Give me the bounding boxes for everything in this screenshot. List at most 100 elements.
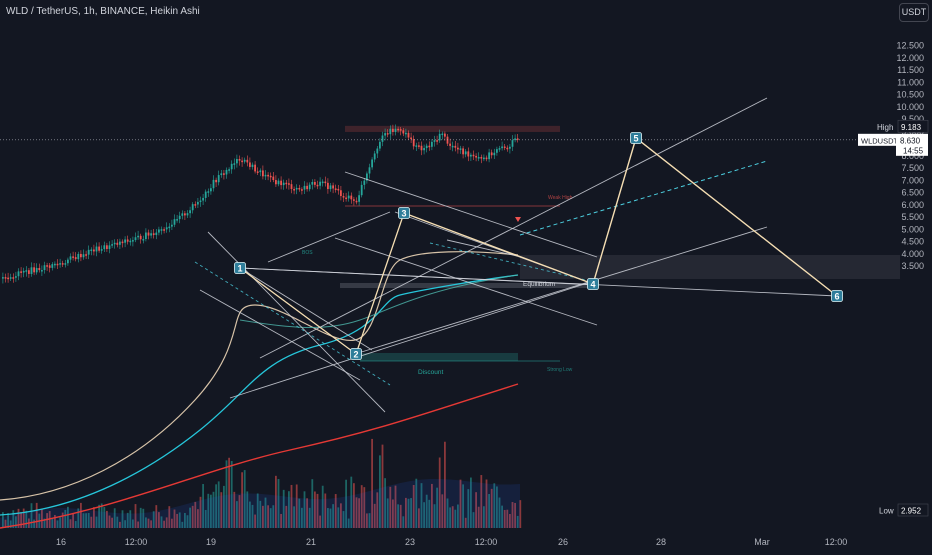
volume-bar [366, 513, 368, 528]
volume-bar [345, 479, 347, 528]
volume-bar [215, 484, 217, 528]
volume-bar [150, 520, 152, 528]
volume-bar [483, 506, 485, 528]
candle-body [236, 158, 238, 164]
candle-body [368, 167, 371, 174]
volume-bar [15, 516, 17, 528]
volume-bar [501, 505, 503, 528]
volume-bar [251, 504, 254, 528]
volume-bar [2, 512, 4, 528]
time-tick-label: 16 [56, 537, 66, 547]
candle-body [316, 184, 319, 187]
price-tick-label: 3.500 [901, 261, 924, 271]
volume-bar [420, 483, 423, 528]
wave-path-projected [403, 136, 838, 297]
candle-body [412, 138, 415, 147]
volume-bar [472, 512, 475, 528]
volume-bar [145, 517, 147, 528]
volume-bar [503, 509, 506, 528]
volume-bar [353, 483, 355, 528]
volume-bar [301, 507, 303, 528]
candle-body [228, 169, 230, 171]
equilibrium-zone [340, 283, 590, 288]
volume-bar [173, 509, 176, 528]
candle-body [54, 263, 56, 266]
candle-body [186, 213, 189, 216]
volume-bar [74, 521, 77, 528]
candle-body [293, 188, 295, 191]
volume-bar [210, 494, 212, 528]
price-tick-label: 9.500 [901, 114, 924, 124]
candle-body [93, 249, 95, 252]
volume-bar [363, 487, 366, 528]
ma-mid-line [0, 274, 519, 516]
time-tick-label: Mar [754, 537, 770, 547]
volume-bar [178, 512, 181, 528]
wave-point-label: 4 [590, 280, 595, 290]
candle-body [2, 277, 4, 279]
candle-body [329, 185, 332, 190]
trend-line [229, 279, 598, 399]
candle-body [459, 148, 462, 150]
volume-bar [470, 477, 472, 528]
high-value-box [897, 119, 929, 133]
volume-bar [397, 504, 399, 528]
volume-bar [249, 501, 251, 528]
time-tick-label: 12:00 [475, 537, 498, 547]
volume-bar [158, 512, 160, 528]
volume-bar [54, 514, 56, 528]
volume-ma-area [0, 478, 520, 528]
candle-body [204, 191, 207, 198]
candle-body [353, 199, 355, 201]
candle-body [503, 146, 506, 149]
candle-body [373, 153, 376, 160]
volume-bar [90, 516, 93, 528]
candle-body [441, 133, 444, 136]
candle-body [199, 200, 202, 203]
high-value: 9.183 [901, 123, 922, 132]
volume-bar [329, 508, 332, 528]
candle-body [342, 196, 345, 198]
candle-body [41, 270, 43, 272]
currency-button[interactable]: USDT [899, 3, 929, 22]
volume-bar [394, 485, 397, 528]
candle-body [425, 145, 428, 149]
volume-bar [519, 500, 522, 528]
high-label: High [877, 123, 893, 132]
volume-bar [241, 472, 243, 528]
candle-body [230, 163, 233, 170]
volume-bar [163, 520, 165, 528]
wave-count: 1 2 3 4 5 6 [234, 132, 843, 360]
candle-body [477, 157, 480, 159]
volume-bar [288, 491, 290, 528]
candle-body [431, 141, 433, 147]
candle-body [129, 240, 132, 243]
candle-body [137, 235, 139, 238]
candle-body [189, 210, 191, 214]
trend-line [207, 231, 386, 413]
volume-bar [379, 455, 381, 528]
candle-body [397, 128, 399, 131]
candle-body [410, 137, 412, 140]
candle-body [444, 133, 446, 137]
candle-body [308, 184, 311, 190]
candle-body [290, 184, 293, 189]
volume-bar [186, 515, 189, 528]
volume-bar [334, 494, 337, 528]
candle-body [402, 130, 405, 134]
volume-bar [51, 518, 54, 528]
volume-bar [202, 484, 204, 528]
volume-bar [280, 513, 282, 528]
volume-bar [46, 513, 48, 528]
volume-bar [12, 510, 15, 528]
candle-body [493, 152, 496, 156]
volume-bar [342, 511, 345, 528]
trend-line [239, 267, 838, 297]
strong-low-label: Strong Low [547, 367, 573, 373]
volume-bar [493, 483, 496, 528]
volume-bar [147, 518, 150, 528]
candle-body [28, 270, 30, 274]
low-value: 2.952 [901, 507, 922, 516]
